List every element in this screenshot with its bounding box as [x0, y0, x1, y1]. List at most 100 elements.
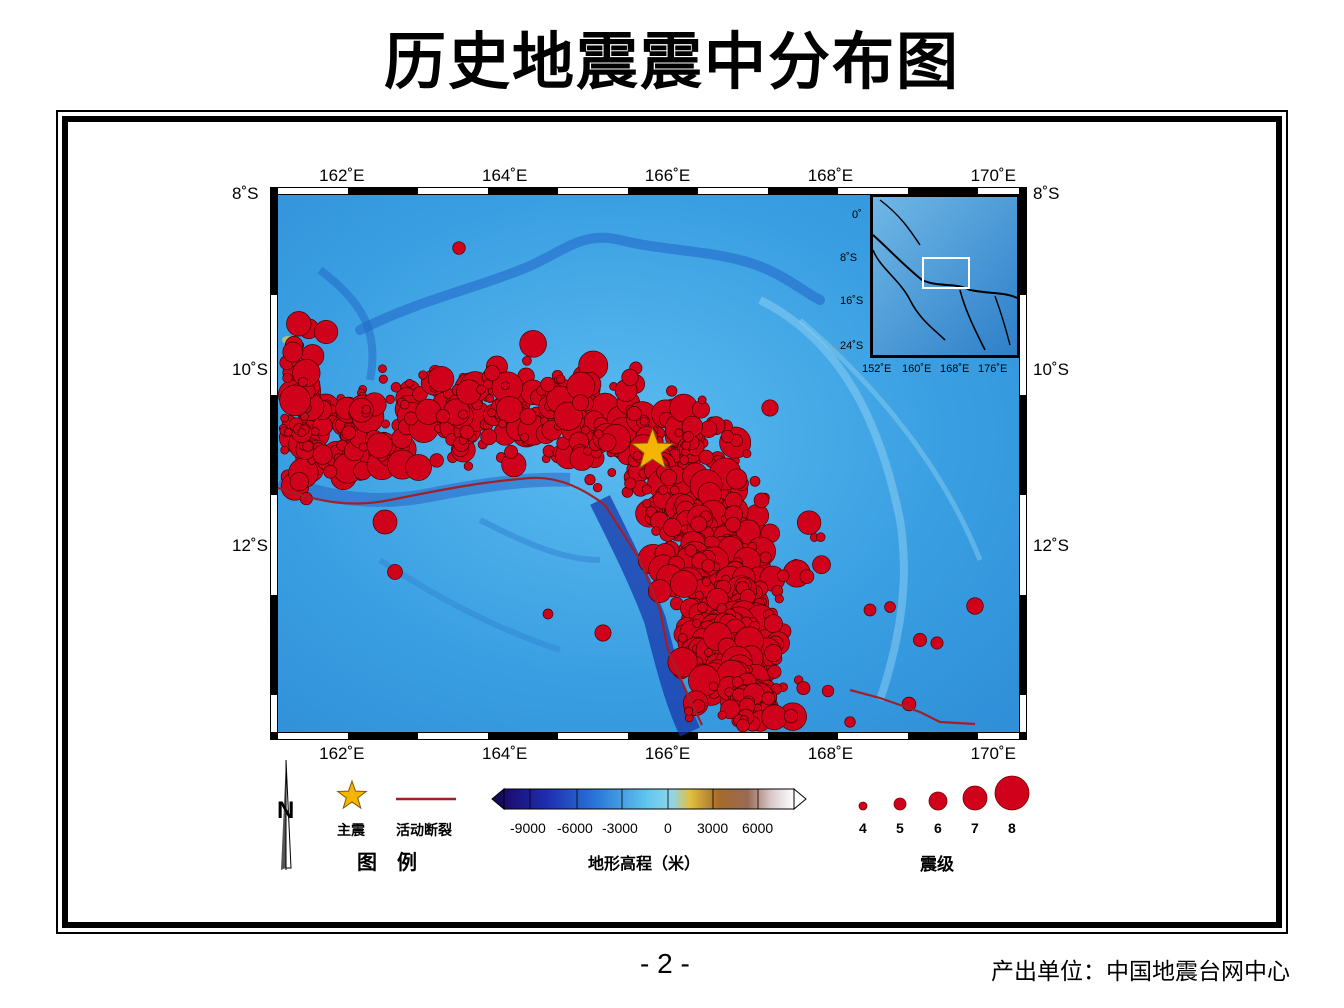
- earthquake-marker: [725, 516, 741, 533]
- magnitude-tick-label: 7: [971, 820, 979, 836]
- earthquake-marker: [381, 419, 390, 429]
- earthquake-marker: [726, 468, 748, 490]
- earthquake-marker: [669, 570, 698, 598]
- earthquake-marker: [484, 365, 501, 382]
- earthquake-marker: [776, 569, 790, 582]
- earthquake-marker: [361, 404, 372, 415]
- magnitude-title: 震级: [920, 855, 954, 875]
- top-lon-tick: 168˚E: [807, 166, 854, 185]
- earthquake-marker: [520, 432, 530, 442]
- earthquake-marker: [966, 597, 984, 615]
- right-lat-tick: 10˚S: [1033, 360, 1069, 380]
- source-credit: 产出单位：中国地震台网中心: [991, 959, 1290, 985]
- magnitude-legend-circle: [994, 775, 1030, 811]
- earthquake-marker: [297, 376, 308, 388]
- earthquake-marker: [642, 498, 652, 508]
- earthquake-marker: [674, 428, 684, 438]
- earthquake-marker: [458, 409, 469, 420]
- earthquake-marker: [480, 428, 498, 446]
- earthquake-marker: [283, 428, 293, 437]
- earthquake-marker: [378, 364, 387, 374]
- earthquake-marker: [286, 311, 312, 337]
- earthquake-marker: [485, 394, 495, 403]
- earthquake-marker: [282, 341, 304, 363]
- inset-lon-tick: 152˚E: [862, 363, 892, 375]
- earthquake-marker: [297, 428, 307, 438]
- magnitude-tick-label: 8: [1008, 820, 1016, 836]
- earthquake-marker: [761, 704, 788, 731]
- earthquake-marker: [312, 444, 333, 465]
- left-lat-tick: 8˚S: [232, 184, 259, 203]
- earthquake-markers: [278, 241, 984, 733]
- bottom-lon-tick: 168˚E: [807, 744, 854, 763]
- elevation-colorbar: [491, 787, 807, 811]
- fault-line-south-solomon: [277, 476, 703, 726]
- earthquake-marker: [683, 706, 694, 716]
- top-lon-tick: 166˚E: [644, 166, 691, 185]
- earthquake-marker: [427, 365, 455, 393]
- earthquake-marker: [681, 440, 691, 450]
- earthquake-marker: [749, 475, 761, 487]
- inset-lat-tick: 0˚: [852, 209, 862, 221]
- earthquake-marker: [701, 558, 715, 573]
- top-lon-tick: 162˚E: [319, 166, 365, 185]
- earthquake-marker: [863, 603, 877, 617]
- earthquake-marker: [815, 532, 826, 542]
- earthquake-marker: [366, 432, 393, 459]
- earthquake-marker: [598, 433, 617, 452]
- elevation-tick-label: 3000: [697, 820, 729, 836]
- inset-lat-tick: 16˚S: [840, 295, 864, 307]
- earthquake-marker: [323, 464, 338, 479]
- earthquake-marker: [289, 472, 310, 492]
- earthquake-marker: [583, 446, 593, 456]
- inset-lon-tick: 168˚E: [940, 363, 970, 375]
- fault-line-east: [849, 688, 976, 726]
- earthquake-marker: [660, 469, 678, 487]
- earthquake-marker: [358, 442, 368, 452]
- earthquake-marker: [696, 601, 708, 613]
- earthquake-marker: [812, 555, 831, 575]
- earthquake-marker: [495, 395, 524, 424]
- magnitude-legend-circle: [962, 785, 988, 811]
- earthquake-marker: [385, 394, 395, 404]
- magnitude-legend-circle: [858, 801, 868, 811]
- earthquake-marker: [651, 526, 661, 536]
- earthquake-marker: [641, 484, 652, 495]
- earthquake-marker: [418, 370, 428, 380]
- elevation-tick-label: -3000: [602, 820, 638, 836]
- earthquake-marker: [708, 681, 719, 691]
- earthquake-marker: [736, 718, 750, 733]
- legend-mainshock-label: 主震: [337, 823, 365, 839]
- legend-fault-label: 活动断裂: [396, 823, 452, 839]
- earthquake-marker: [930, 636, 944, 650]
- bottom-lon-tick: 166˚E: [644, 744, 691, 763]
- earthquake-marker: [452, 241, 466, 255]
- earthquake-marker: [504, 444, 519, 459]
- earthquake-marker: [799, 569, 815, 584]
- earthquake-marker: [844, 716, 856, 728]
- north-arrow-icon: [281, 759, 292, 870]
- earthquake-marker: [594, 429, 604, 439]
- earthquake-marker: [581, 425, 591, 435]
- earthquake-marker: [884, 601, 896, 613]
- earthquake-marker: [913, 633, 927, 647]
- earthquake-marker: [594, 624, 612, 642]
- earthquake-marker: [572, 394, 589, 412]
- earthquake-marker: [666, 385, 678, 397]
- elevation-tick-label: -6000: [557, 820, 593, 836]
- earthquake-marker: [540, 376, 556, 392]
- earthquake-marker: [690, 515, 708, 533]
- earthquake-marker: [459, 424, 475, 440]
- magnitude-tick-label: 6: [934, 820, 942, 836]
- inset-lon-tick: 176˚E: [978, 363, 1008, 375]
- inner-frame: [62, 116, 1282, 928]
- earthquake-marker: [435, 409, 450, 424]
- earthquake-marker: [662, 518, 682, 537]
- earthquake-marker: [697, 395, 707, 405]
- earthquake-marker: [783, 708, 799, 724]
- page-title: 历史地震震中分布图: [383, 25, 960, 98]
- earthquake-marker: [704, 648, 713, 657]
- earthquake-marker: [679, 455, 690, 465]
- earthquake-marker: [717, 710, 727, 720]
